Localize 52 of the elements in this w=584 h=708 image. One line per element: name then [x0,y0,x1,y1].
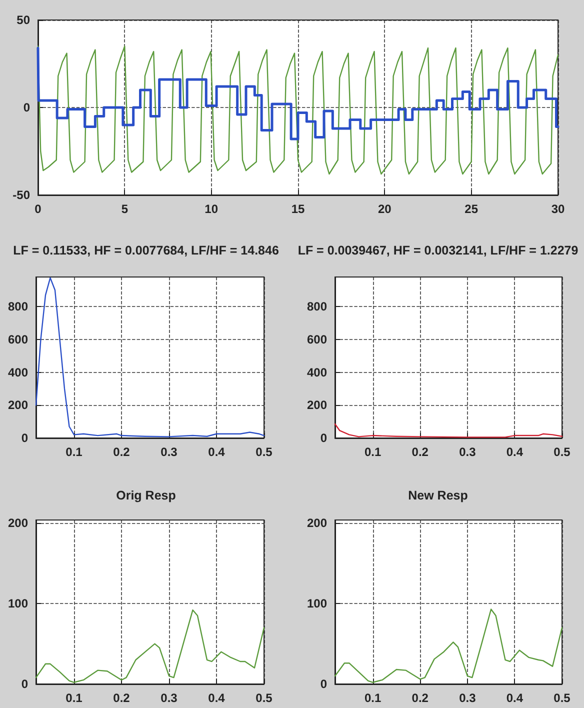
x-tick-label: 15 [291,202,305,216]
y-tick-label: 50 [16,13,30,27]
x-tick-label: 0.3 [160,691,178,705]
chart-title: New Resp [408,488,468,502]
x-tick-label: 10 [204,202,218,216]
y-tick-label: 800 [306,300,328,314]
x-tick-label: 0.4 [208,445,226,459]
x-tick-label: 0.5 [554,691,571,705]
line-series [37,46,559,175]
y-tick-label: 600 [8,332,28,346]
chart-title: LF = 0.0039467, HF = 0.0032141, LF/HF = 1.2279 [298,244,578,258]
chart-title: LF = 0.11533, HF = 0.0077684, LF/HF = 14.846 [13,244,279,258]
x-tick-label: 0 [34,202,42,216]
x-tick-label: 0.4 [506,691,524,705]
x-tick-label: 0.3 [160,445,178,459]
x-tick-label: 0.3 [459,445,476,459]
y-tick-label: 0 [320,677,328,691]
y-tick-label: 200 [306,516,328,530]
x-tick-label: 0.2 [412,691,429,705]
y-tick-label: 800 [8,300,28,314]
y-tick-label: 100 [306,596,328,611]
x-tick-label: 0.3 [459,691,476,705]
y-tick-label: 200 [8,398,28,412]
x-tick-label: 0.5 [256,445,273,459]
y-tick-label: 200 [306,398,328,412]
x-tick-label: 0.2 [113,691,130,705]
x-tick-label: 0.4 [506,445,524,459]
x-tick-label: 0.1 [364,445,382,459]
x-tick-label: 30 [551,202,565,216]
y-tick-label: 0 [23,100,30,114]
line-series [35,277,265,438]
chart-title: Orig Resp [116,488,176,502]
y-tick-label: 400 [306,365,328,380]
x-tick-label: 0.5 [256,691,273,705]
y-tick-label: 200 [8,516,28,530]
x-tick-label: 0.1 [364,691,382,705]
y-tick-label: 0 [320,431,328,445]
x-tick-label: 20 [378,202,392,216]
x-tick-label: 0.1 [66,445,83,459]
x-tick-label: 0.2 [113,445,130,459]
y-tick-label: 100 [8,596,28,611]
x-tick-label: 25 [464,202,478,216]
y-tick-label: 400 [8,365,28,380]
x-tick-label: 0.1 [66,691,83,705]
x-tick-label: 0.5 [554,445,571,459]
y-tick-label: 600 [306,332,328,346]
x-tick-label: 0.2 [412,445,429,459]
y-tick-label: 0 [21,431,28,445]
y-tick-label: -50 [12,188,30,202]
y-tick-label: 0 [21,677,28,691]
x-tick-label: 5 [121,202,128,216]
x-tick-label: 0.4 [208,691,226,705]
